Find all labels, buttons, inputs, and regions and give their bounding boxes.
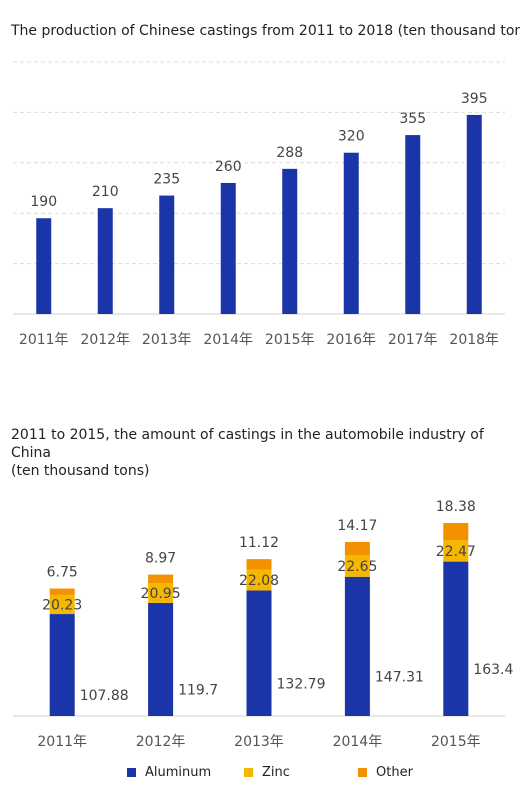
data-label-other: 11.12 (239, 535, 279, 551)
data-label-aluminum: 163.4 (473, 662, 513, 678)
x-tick-label: 2014年 (203, 332, 253, 348)
bar-value-label: 288 (276, 145, 303, 161)
bar-segment-other (246, 559, 272, 570)
data-label-zinc: 20.23 (42, 597, 82, 613)
chart1-title: The production of Chinese castings from … (11, 23, 520, 39)
legend-item-aluminum: Aluminum (127, 765, 211, 780)
data-label-aluminum: 107.88 (80, 688, 129, 704)
bar-value-label: 355 (399, 111, 426, 127)
bar-segment-aluminum (148, 602, 174, 716)
bar-segment-aluminum (344, 576, 370, 716)
x-tick-label: 2014年 (333, 734, 383, 750)
bar-segment-aluminum (49, 614, 75, 716)
legend-item-zinc: Zinc (244, 765, 290, 780)
data-label-aluminum: 147.31 (375, 669, 424, 685)
x-tick-label: 2016年 (326, 332, 376, 348)
data-label-aluminum: 132.79 (277, 676, 326, 692)
chart2-title: 2011 to 2015, the amount of castings in … (11, 426, 516, 480)
x-tick-label: 2011年 (19, 332, 69, 348)
x-tick-label: 2013年 (234, 734, 284, 750)
data-label-aluminum: 119.7 (178, 682, 218, 698)
bar (466, 114, 482, 314)
bar-value-label: 190 (30, 194, 57, 210)
bar (343, 152, 359, 314)
legend-swatch-aluminum (127, 768, 136, 777)
data-label-zinc: 22.47 (436, 544, 476, 560)
data-label-other: 18.38 (436, 499, 476, 515)
bar (97, 208, 113, 314)
legend-item-other: Other (358, 765, 413, 780)
x-tick-label: 2018年 (449, 332, 499, 348)
x-tick-label: 2011年 (37, 734, 87, 750)
legend-label-zinc: Zinc (262, 765, 290, 780)
legend-label-other: Other (376, 765, 413, 780)
bar-segment-zinc (148, 583, 174, 603)
data-label-other: 8.97 (145, 551, 176, 567)
x-tick-label: 2012年 (80, 332, 130, 348)
x-tick-label: 2015年 (431, 734, 481, 750)
bar-value-label: 235 (153, 172, 180, 188)
x-tick-label: 2012年 (136, 734, 186, 750)
bar-value-label: 210 (92, 184, 119, 200)
bar-segment-aluminum (443, 561, 469, 716)
bar-segment-other (148, 574, 174, 584)
bar-segment-zinc (344, 555, 370, 577)
bar-segment-other (443, 522, 469, 541)
bar (159, 195, 175, 314)
bar-segment-other (344, 541, 370, 556)
data-label-zinc: 22.65 (337, 559, 377, 575)
bar (282, 168, 298, 314)
bar-value-label: 395 (461, 91, 488, 107)
bar-segment-other (49, 588, 75, 595)
chart2-title-line2: (ten thousand tons) (11, 463, 150, 479)
legend-swatch-other (358, 768, 367, 777)
bar-segment-zinc (246, 569, 272, 591)
bar-value-label: 320 (338, 129, 365, 145)
data-label-zinc: 22.08 (239, 573, 279, 589)
x-tick-label: 2015年 (265, 332, 315, 348)
data-label-zinc: 20.95 (141, 586, 181, 602)
bar-value-label: 260 (215, 159, 242, 175)
bar (220, 182, 236, 314)
chart2-title-line1: 2011 to 2015, the amount of castings in … (11, 427, 484, 461)
production-bar-chart: 190 2011年 210 2012年 235 2013年 260 2014年 288 2015年… (13, 61, 505, 348)
legend-label-aluminum: Aluminum (145, 765, 212, 780)
bar (36, 218, 52, 314)
legend-swatch-zinc (244, 768, 253, 777)
bar-segment-zinc (443, 540, 469, 562)
x-tick-label: 2017年 (388, 332, 438, 348)
data-label-other: 14.17 (337, 518, 377, 534)
x-tick-label: 2013年 (142, 332, 192, 348)
bar-segment-aluminum (246, 590, 272, 716)
data-label-other: 6.75 (47, 565, 78, 581)
bar (405, 135, 421, 314)
bar-segment-zinc (49, 594, 75, 615)
